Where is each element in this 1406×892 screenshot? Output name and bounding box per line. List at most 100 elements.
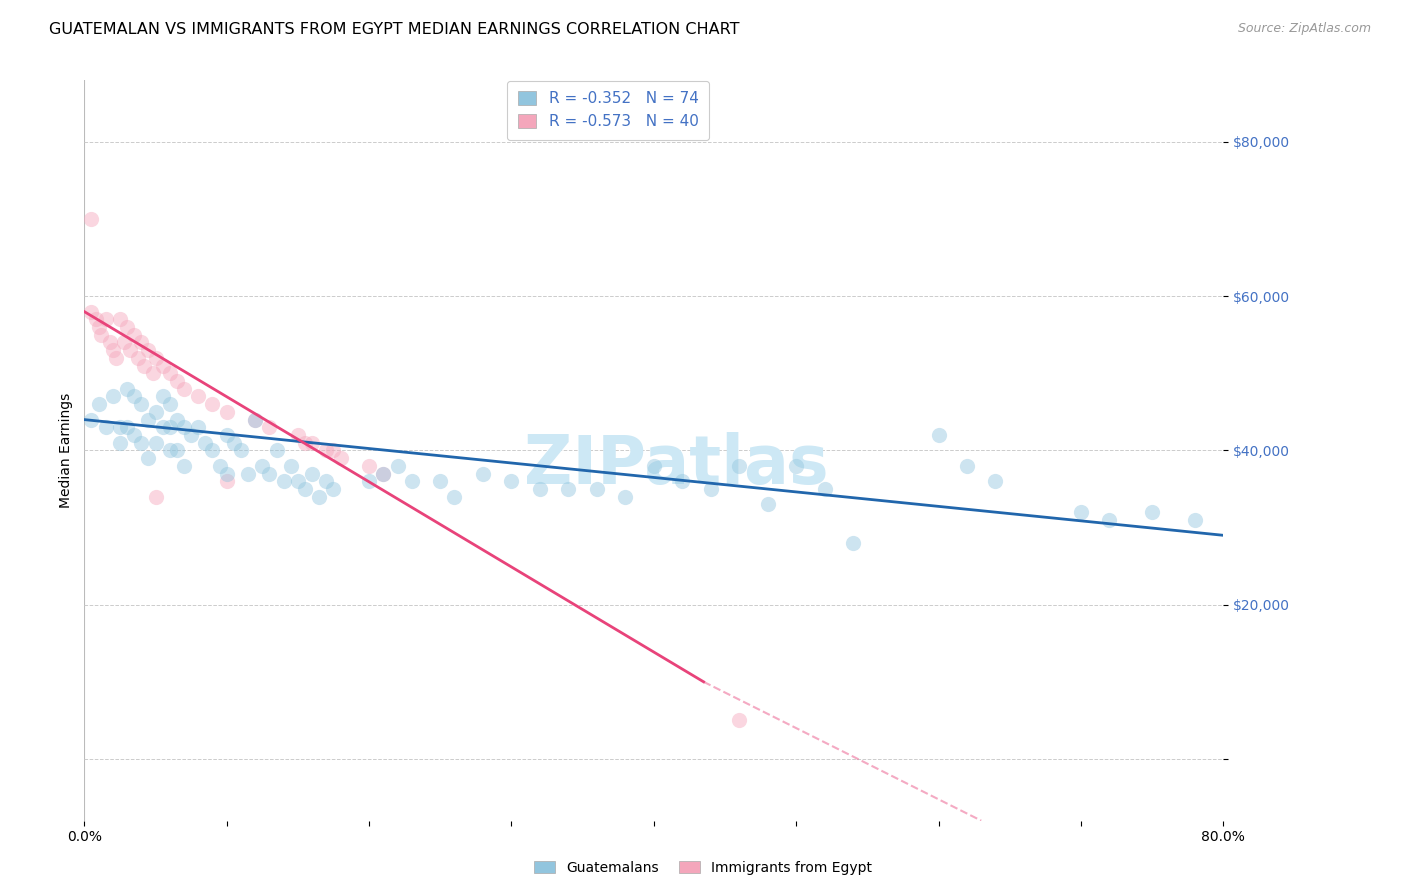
Point [87,320,110,334]
Point [159,397,181,411]
Point [472,467,495,481]
Point [145,490,167,504]
Point [201,397,224,411]
Point [104,351,127,365]
Point [159,367,181,381]
Point [145,435,167,450]
Legend: R = -0.352   N = 74, R = -0.573   N = 40: R = -0.352 N = 74, R = -0.573 N = 40 [508,80,709,140]
Point [145,405,167,419]
Point [187,420,209,434]
Point [984,475,1007,489]
Point [245,412,267,426]
Point [194,435,217,450]
Point [294,482,316,496]
Point [187,389,209,403]
Point [1098,513,1121,527]
Point [101,389,124,403]
Y-axis label: Median Earnings: Median Earnings [59,392,73,508]
Point [108,420,131,434]
Point [359,458,381,473]
Point [131,335,153,350]
Point [329,451,352,466]
Point [557,482,579,496]
Point [173,458,195,473]
Point [108,312,131,326]
Point [94,420,117,434]
Point [229,443,252,458]
Point [142,367,165,381]
Point [215,475,238,489]
Point [259,420,281,434]
Point [80,212,103,227]
Point [586,482,609,496]
Point [614,490,637,504]
Point [115,420,138,434]
Point [84,312,107,326]
Point [266,443,288,458]
Point [315,443,337,458]
Point [215,428,238,442]
Point [152,359,174,373]
Point [138,451,160,466]
Point [236,467,259,481]
Point [159,420,181,434]
Point [80,412,103,426]
Point [1070,505,1092,519]
Point [112,335,135,350]
Point [643,458,665,473]
Point [145,351,167,365]
Point [322,482,344,496]
Point [373,467,395,481]
Point [122,428,145,442]
Point [122,389,145,403]
Point [222,435,245,450]
Point [728,458,751,473]
Point [201,443,224,458]
Point [87,397,110,411]
Point [756,498,779,512]
Point [671,475,693,489]
Point [152,420,174,434]
Point [322,443,344,458]
Point [308,490,330,504]
Point [315,475,337,489]
Point [208,458,231,473]
Point [814,482,837,496]
Point [131,397,153,411]
Legend: Guatemalans, Immigrants from Egypt: Guatemalans, Immigrants from Egypt [529,855,877,880]
Point [245,412,267,426]
Point [443,490,465,504]
Point [166,374,188,388]
Point [118,343,141,358]
Text: Source: ZipAtlas.com: Source: ZipAtlas.com [1237,22,1371,36]
Point [273,475,295,489]
Text: ZIPatlas: ZIPatlas [524,433,830,499]
Point [785,458,807,473]
Point [301,467,323,481]
Point [728,714,751,728]
Point [80,304,103,318]
Text: GUATEMALAN VS IMMIGRANTS FROM EGYPT MEDIAN EARNINGS CORRELATION CHART: GUATEMALAN VS IMMIGRANTS FROM EGYPT MEDI… [49,22,740,37]
Point [173,382,195,396]
Point [373,467,395,481]
Point [956,458,979,473]
Point [131,435,153,450]
Point [359,475,381,489]
Point [90,327,112,342]
Point [138,343,160,358]
Point [429,475,451,489]
Point [387,458,409,473]
Point [180,428,202,442]
Point [1140,505,1163,519]
Point [108,435,131,450]
Point [301,435,323,450]
Point [127,351,149,365]
Point [159,443,181,458]
Point [287,428,309,442]
Point [173,420,195,434]
Point [166,443,188,458]
Point [294,435,316,450]
Point [166,412,188,426]
Point [94,312,117,326]
Point [259,467,281,481]
